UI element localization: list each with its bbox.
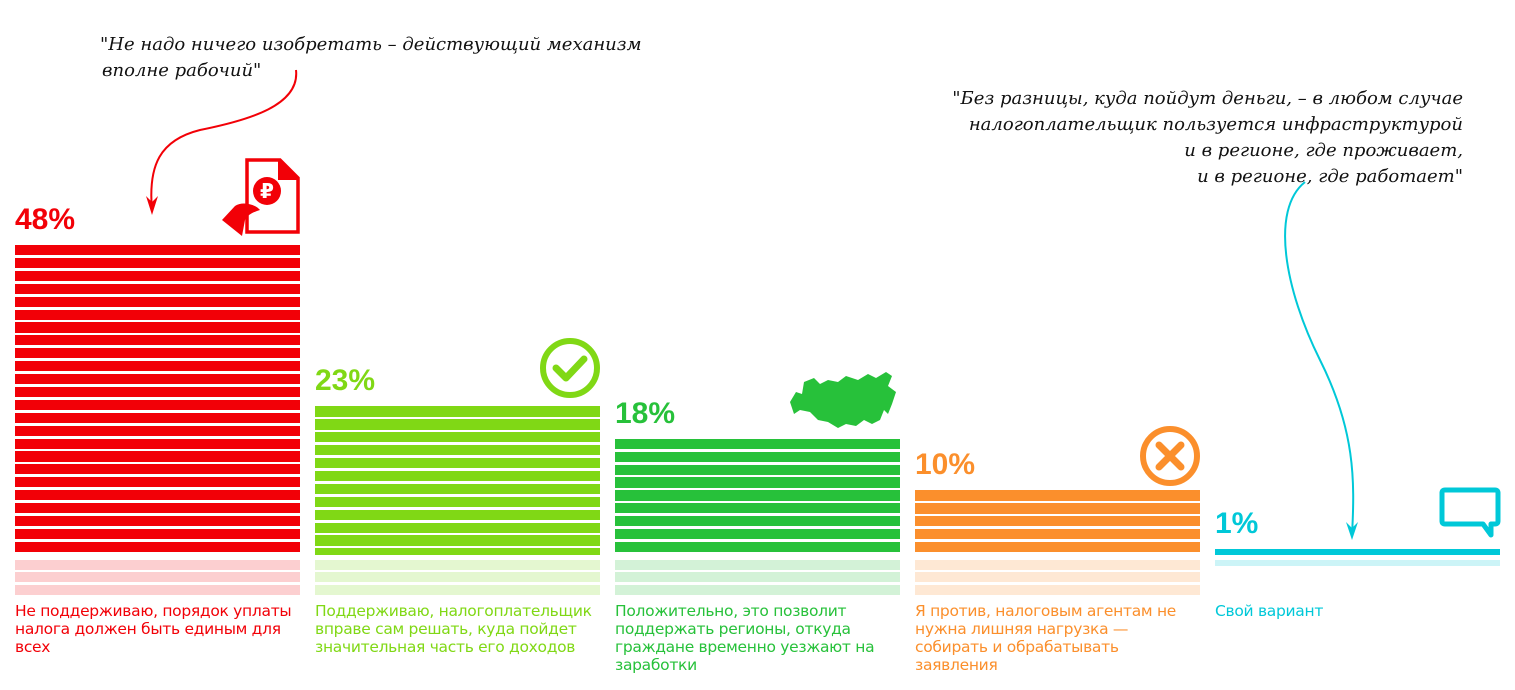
checkmark-circle-icon [540, 338, 600, 398]
speech-bubble-icon [1439, 487, 1501, 538]
quote-left: "Не надо ничего изобретать – действующий… [100, 32, 642, 84]
bar-stripe [15, 348, 300, 359]
bar-stripe [315, 483, 600, 495]
bar-stripe [915, 490, 1200, 501]
value-label: 10% [915, 448, 976, 482]
bar-stripe [15, 528, 300, 539]
bar-column: 1% Свой вариант [1215, 0, 1500, 690]
bar-stripe [615, 529, 900, 540]
bar-stripe [15, 464, 300, 475]
bar-stripe [315, 419, 600, 430]
bar-stripe [15, 386, 300, 398]
bar-stripe [315, 548, 600, 555]
bar-stripe-remainder [1215, 560, 1500, 566]
value-label: 48% [15, 203, 76, 236]
bar-stripe-remainder [615, 572, 900, 583]
category-label: Положительно, это позволит поддержать ре… [615, 602, 875, 674]
russia-map-icon [790, 372, 896, 428]
bar-stripe [915, 542, 1200, 553]
bar-stripe [15, 322, 300, 333]
category-label: Свой вариант [1215, 602, 1324, 620]
bar-stripe [15, 412, 300, 423]
bar-stripe [15, 270, 300, 281]
quote-line: налогоплательщик пользуется инфраструкту… [968, 114, 1463, 135]
bar-stripe [15, 257, 300, 269]
quote-right: "Без разницы, куда пойдут деньги, – в лю… [952, 86, 1463, 190]
ruble-document-hand-icon: ₽ [222, 158, 300, 236]
bar-stripe [15, 245, 300, 256]
bar-stripe [15, 374, 300, 385]
bar-stripe-remainder [915, 560, 1200, 570]
quote-line: вполне рабочий" [102, 60, 262, 81]
bar-stripe [1215, 548, 1500, 555]
bar-stripe-remainder [15, 560, 300, 570]
cross-circle-icon [1140, 426, 1200, 486]
bar-stripe [15, 503, 300, 514]
bar-stripe-remainder [15, 572, 300, 583]
bar-stripe [915, 529, 1200, 540]
right-quote-arrow [1284, 181, 1355, 536]
bar-stripe [615, 516, 900, 527]
bar-stripe [315, 432, 600, 443]
bar-stripe [315, 445, 600, 456]
bar-stripe [15, 477, 300, 488]
bar-stripe [615, 490, 900, 501]
bar-stripe [615, 503, 900, 514]
bar-stripe [15, 438, 300, 449]
bar-stripe [315, 406, 600, 417]
bar-stripe [15, 283, 300, 294]
bar-stripe [15, 296, 300, 307]
bar-stripe [15, 515, 300, 527]
bar-stripe [15, 399, 300, 410]
bar-stripe [15, 451, 300, 462]
bar-stripe [15, 490, 300, 501]
bar-stripe [315, 458, 600, 469]
bar-stripe [915, 503, 1200, 514]
left-quote-arrow [150, 69, 298, 211]
quote-line: "Без разницы, куда пойдут деньги, – в лю… [952, 88, 1463, 109]
bar-stripe [915, 516, 1200, 527]
value-label: 1% [1215, 506, 1259, 540]
category-label: Не поддерживаю, порядок уплаты налога до… [15, 602, 292, 656]
bar-stripe [615, 477, 900, 488]
bar-stripe [15, 335, 300, 346]
bar-stripe [315, 535, 600, 546]
category-label: Поддерживаю, налогоплательщик вправе сам… [315, 602, 592, 656]
quote-line: "Не надо ничего изобретать – действующий… [100, 34, 642, 55]
bar-stripe [615, 451, 900, 462]
bar-stripe-remainder [615, 560, 900, 570]
bar-stripe-remainder [315, 572, 600, 583]
value-label: 23% [315, 364, 376, 398]
bar-column: 48% Не поддерживаю, порядок уплаты налога… [15, 0, 300, 690]
svg-text:₽: ₽ [260, 179, 274, 203]
bar-stripe [615, 464, 900, 475]
bar-column: 10% Я против, налоговым агентам не нужна … [915, 0, 1200, 690]
category-label: Я против, налоговым агентам не нужна лиш… [915, 602, 1177, 674]
bar-stripe [15, 361, 300, 372]
bar-stripe [615, 438, 900, 449]
bar-stripe [15, 541, 300, 552]
bar-stripe-remainder [915, 572, 1200, 583]
bar-stripe [315, 509, 600, 520]
bar-stripe [15, 309, 300, 320]
bar-column: 18% Положительно, это позволит поддержать… [615, 0, 900, 690]
right-arrow-head [1346, 522, 1358, 540]
bar-stripe [315, 470, 600, 482]
bar-stripe-remainder [315, 560, 600, 570]
bar-stripe-remainder [15, 584, 300, 595]
bar-stripe-remainder [615, 584, 900, 595]
bar-column: 23% Поддерживаю, налогоплательщик вправе … [315, 0, 600, 690]
quote-line: и в регионе, где проживает, [1184, 140, 1463, 161]
quote-line: и в регионе, где работает" [1197, 166, 1463, 187]
bar-stripe-remainder [915, 584, 1200, 595]
value-label: 18% [615, 396, 676, 430]
bar-stripe [315, 496, 600, 507]
left-arrow-head [146, 196, 158, 215]
bar-stripe [615, 541, 900, 553]
bar-stripe-remainder [315, 584, 600, 595]
bar-stripe [15, 425, 300, 436]
bar-stripe [315, 522, 600, 533]
